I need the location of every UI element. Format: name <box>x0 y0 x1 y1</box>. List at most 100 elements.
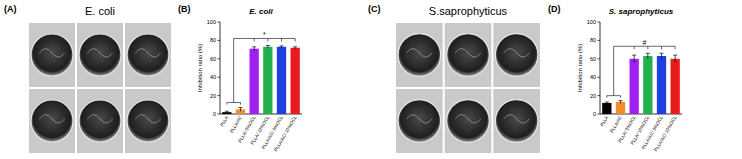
y-tick <box>218 22 221 23</box>
y-tick-label: 40 <box>590 74 596 80</box>
error-bar <box>619 101 623 104</box>
error-line <box>647 53 648 59</box>
photo-cell <box>396 89 443 153</box>
y-tick-label: 100 <box>587 19 596 25</box>
x-tick-label: PLLA/AC/ 10%OCL <box>653 115 678 153</box>
petri-dish <box>79 34 121 76</box>
bracket-tick <box>281 38 282 41</box>
bar <box>630 59 639 114</box>
petri-dish <box>398 34 441 77</box>
error-line <box>661 53 662 59</box>
bracket-tick <box>634 46 635 49</box>
error-line <box>267 45 268 48</box>
y-axis <box>600 22 601 114</box>
colony-streak <box>39 49 64 57</box>
y-tick <box>218 58 221 59</box>
petri-dish <box>398 100 441 143</box>
panel-label: (D) <box>548 4 561 14</box>
petri-dish <box>447 100 490 143</box>
y-tick-label: 40 <box>210 74 216 80</box>
error-bar <box>252 47 256 51</box>
photo-cell <box>445 23 492 87</box>
bracket-line <box>614 46 676 95</box>
colony-streak <box>135 115 160 123</box>
colony-streak <box>87 49 112 57</box>
colony-streak <box>407 49 433 58</box>
y-tick <box>218 77 221 78</box>
error-cap <box>605 102 609 103</box>
panel-label: (A) <box>4 4 17 14</box>
petri-dish <box>31 100 73 142</box>
y-tick <box>598 114 601 115</box>
x-axis <box>600 114 682 115</box>
y-tick-label: 100 <box>207 19 216 25</box>
error-bar <box>605 102 609 104</box>
x-tick-label: PLLA <box>599 114 609 127</box>
error-cap <box>266 45 270 46</box>
bar <box>263 47 272 114</box>
petri-dish <box>495 100 538 143</box>
bracket-line <box>607 96 621 98</box>
photo-panel: (A) E. coli <box>4 4 171 153</box>
significance-bracket <box>227 38 295 104</box>
y-tick <box>598 58 601 59</box>
petri-dish <box>495 34 538 77</box>
error-cap <box>293 46 297 47</box>
bar <box>222 112 231 114</box>
photo-cell <box>29 23 75 87</box>
error-bar <box>280 46 284 48</box>
error-bar <box>239 108 243 112</box>
significance-mark: # <box>642 39 646 46</box>
error-line <box>240 108 241 112</box>
petri-dish <box>127 34 169 76</box>
bar <box>643 56 652 114</box>
y-axis-label: Inhibition ratio (%) <box>577 44 583 92</box>
photo-cell <box>493 89 540 153</box>
photo-cell <box>493 23 540 87</box>
y-tick <box>598 22 601 23</box>
x-tick-label: PLLA/AC/ 10%OCL <box>273 115 298 153</box>
error-bar <box>673 55 677 62</box>
error-bar <box>632 55 636 62</box>
error-line <box>634 55 635 62</box>
x-tick-label: PLLA <box>219 114 229 127</box>
bracket-line <box>234 38 295 102</box>
error-bar <box>266 45 270 48</box>
bracket-tick <box>254 38 255 41</box>
petri-dish <box>31 34 73 76</box>
photo-cell <box>396 23 443 87</box>
error-line <box>620 101 621 104</box>
bracket-tick <box>267 38 268 41</box>
chart-title: E. coli <box>249 7 273 16</box>
error-cap <box>646 53 650 54</box>
error-cap <box>252 46 256 47</box>
x-tick-label: PLLA/AC <box>229 114 243 133</box>
y-tick <box>598 77 601 78</box>
photo-title: S.saprophyticus <box>429 5 508 17</box>
error-cap <box>225 111 229 112</box>
y-tick-label: 60 <box>210 56 216 62</box>
x-axis <box>220 114 302 115</box>
y-tick <box>218 114 221 115</box>
y-tick-label: 60 <box>590 56 596 62</box>
colony-streak <box>504 115 530 124</box>
photo-cell <box>29 89 75 153</box>
photo-cell <box>77 89 123 153</box>
bar <box>291 48 300 114</box>
error-bar <box>660 53 664 59</box>
y-tick-label: 0 <box>213 111 216 117</box>
colony-streak <box>135 49 160 57</box>
colony-streak <box>87 115 112 123</box>
y-tick-label: 0 <box>593 111 596 117</box>
bar <box>616 102 625 114</box>
photo-cell <box>77 23 123 87</box>
y-tick-label: 80 <box>590 37 596 43</box>
colony-streak <box>455 49 481 58</box>
y-axis <box>220 22 221 114</box>
y-tick-label: 80 <box>210 37 216 43</box>
panel-label: (B) <box>178 4 191 14</box>
bar <box>602 103 611 114</box>
error-cap <box>239 107 243 108</box>
significance-bracket <box>607 46 675 97</box>
photo-title: E. coli <box>85 5 115 17</box>
